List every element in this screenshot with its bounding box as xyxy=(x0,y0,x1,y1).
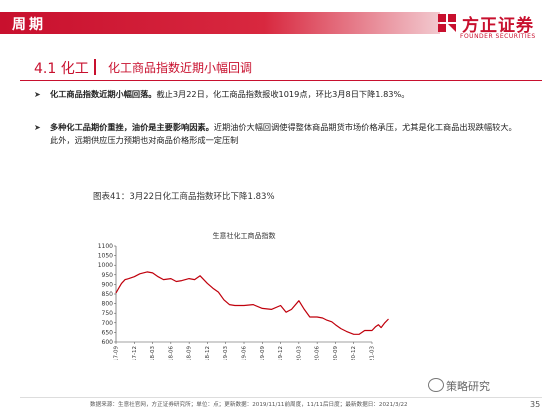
founder-logo-icon xyxy=(438,14,456,32)
page-number: 35 xyxy=(530,400,541,409)
title-number: 4.1 化工 xyxy=(34,61,89,77)
x-tick-label: 20-06 xyxy=(315,346,321,360)
x-tick-label: 17-09 xyxy=(114,346,120,360)
x-tick-label: 18-03 xyxy=(150,346,156,360)
y-tick-label: 1000 xyxy=(98,262,113,269)
y-tick-label: 700 xyxy=(102,320,114,327)
y-tick-label: 800 xyxy=(102,301,114,308)
y-tick-label: 1050 xyxy=(98,253,113,260)
founder-logo: 方正证券 FOUNDER SECURITIES xyxy=(436,10,546,46)
watermark: 策略研究 xyxy=(446,380,490,393)
x-tick-label: 18-12 xyxy=(205,346,211,360)
footer-source: 数据来源：生意社官网，方正证券研究所；单位：点；更新数据：2019/11/11前… xyxy=(90,402,408,408)
y-tick-label: 1100 xyxy=(98,243,113,250)
x-tick-label: 17-12 xyxy=(132,346,138,360)
x-tick-label: 18-09 xyxy=(187,346,193,360)
line-chart: 生意社化工商品指数 600 650 700 750 800 850 900 950 1000 105… xyxy=(98,231,389,360)
header: 周期 方正证券 FOUNDER SECURITIES xyxy=(0,0,550,52)
y-tick-label: 850 xyxy=(102,291,114,298)
logo-text-cn: 方正证券 xyxy=(462,16,534,36)
section-tag-label: 周期 xyxy=(12,17,46,33)
x-tick-label: 19-06 xyxy=(242,346,248,360)
x-tick-label: 20-09 xyxy=(333,346,339,360)
arrow-icon: ➤ xyxy=(34,90,41,99)
x-tick-label: 19-12 xyxy=(278,346,284,360)
x-tick-label: 19-03 xyxy=(223,346,229,360)
series-line xyxy=(115,271,389,335)
bullet-2-bold: 多种化工品期价重挫，油价是主要影响因素。 xyxy=(50,122,214,132)
y-tick-label: 650 xyxy=(102,329,114,336)
figure-caption: 图表41：3月22日化工商品指数环比下降1.83% xyxy=(93,192,275,202)
title-divider xyxy=(94,59,96,75)
x-tick-label: 19-09 xyxy=(260,346,266,360)
y-tick-label: 600 xyxy=(102,339,114,346)
y-tick-label: 750 xyxy=(102,310,114,317)
bullet-1-bold: 化工商品指数近期小幅回落。 xyxy=(50,89,157,99)
y-tick-label: 900 xyxy=(102,281,114,288)
x-tick-label: 20-12 xyxy=(351,346,357,360)
slide-title: 4.1 化工 化工商品指数近期小幅回调 xyxy=(0,56,550,80)
x-tick-label: 20-03 xyxy=(296,346,302,360)
y-tick-label: 950 xyxy=(102,272,114,279)
title-underline xyxy=(20,80,542,81)
bullet-2-text: 近期油价大幅回调使得整体商品期货市场价格承压，尤其是化工商品出现跌幅较大。此外，… xyxy=(50,122,517,145)
section-tag: 周期 xyxy=(0,12,440,34)
x-tick-label: 21-03 xyxy=(370,346,376,360)
arrow-icon: ➤ xyxy=(34,123,41,132)
bullet-1-text: 截止3月22日，化工商品指数报收1019点，环比3月8日下降1.83%。 xyxy=(156,89,410,99)
logo-text-en: FOUNDER SECURITIES xyxy=(460,33,536,40)
x-tick-label: 18-06 xyxy=(168,346,174,360)
chart-title: 生意社化工商品指数 xyxy=(213,231,276,240)
footer-divider xyxy=(20,397,542,398)
title-text: 化工商品指数近期小幅回调 xyxy=(108,61,253,75)
wechat-icon xyxy=(428,378,444,392)
